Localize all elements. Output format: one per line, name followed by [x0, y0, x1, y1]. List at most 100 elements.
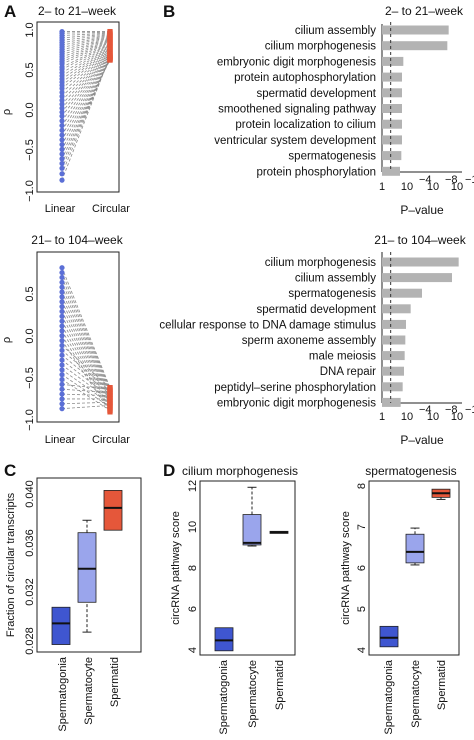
category-label: embryonic digit morphogenesis: [217, 397, 376, 409]
linear-point: [59, 141, 65, 148]
panel-b-bottom-marks: cilium morphogenesis cilium assembly sperm…: [159, 252, 459, 409]
panel-b-top-xtick: 10: [451, 181, 463, 193]
panel-a-bottom-ytick: −1.0: [24, 409, 36, 431]
panel-b-top-xtick-labels: 1 10 −4 10 −8 10 −12: [379, 174, 474, 193]
panel-c: Fraction of circular transcripts 0.028 0…: [5, 477, 142, 732]
panel-b-top-xtick: 10: [401, 181, 413, 193]
linear-point: [59, 396, 65, 402]
panel-b-top-xtick: 10: [427, 181, 439, 193]
pair-line: [61, 52, 111, 109]
pair-line: [61, 50, 111, 97]
pair-line: [61, 34, 111, 41]
panel-d-right-xtick: Spermatid: [436, 660, 448, 710]
pair-line: [61, 56, 111, 131]
linear-point: [59, 274, 65, 281]
pair-line: [61, 55, 111, 122]
panel-a-bottom-ytick: 0.5: [24, 286, 36, 301]
pair-line: [61, 33, 111, 39]
category-label: spermatid development: [256, 304, 376, 316]
panel-a-top-xtick-circular: Circular: [92, 203, 130, 215]
panel-c-marks: [51, 490, 123, 645]
panel-a-bottom-title: 21– to 104–week: [31, 233, 123, 247]
panel-label-d: D: [163, 461, 175, 480]
pair-line: [61, 383, 111, 390]
linear-point: [59, 357, 65, 363]
linear-point: [59, 93, 65, 99]
pair-line: [61, 48, 111, 89]
panel-d-left-ytick: 10: [187, 521, 199, 533]
pvalue-bar: [382, 135, 402, 145]
pair-line: [61, 31, 111, 34]
pair-line: [61, 405, 111, 410]
panel-label-c: C: [4, 461, 16, 480]
box: [379, 625, 399, 648]
pair-line: [61, 49, 111, 93]
pair-line: [61, 388, 111, 393]
panel-a-top-ytick: 0.0: [24, 102, 36, 117]
panel-d-right-xtick: Spermatocyte: [410, 660, 422, 728]
pair-line: [61, 43, 111, 70]
category-label: cilium morphogenesis: [265, 41, 376, 53]
category-label: protein autophosphorylation: [234, 72, 376, 84]
category-label: cilium morphogenesis: [265, 257, 376, 269]
box: [214, 627, 234, 652]
panel-d-left-xtick-labels: Spermatogonia Spermatocyte Spermatid: [218, 659, 286, 734]
panel-b-bottom-xlabel: P–value: [400, 433, 444, 447]
circular-point: [107, 393, 113, 399]
panel-a-top-ytick: −1.0: [24, 180, 36, 202]
pvalue-bar: [382, 257, 459, 267]
panel-d-left-ytick: 6: [187, 606, 199, 612]
category-label: spermatogenesis: [288, 151, 376, 163]
pair-line: [61, 354, 111, 395]
pair-line: [61, 35, 111, 46]
category-label: ventricular system development: [214, 135, 377, 147]
circular-point: [107, 407, 113, 413]
pair-line: [61, 38, 111, 53]
linear-point: [59, 318, 65, 324]
panel-b-top-marks: cilium assembly cilium morphogenesis embry…: [214, 22, 449, 178]
panel-b-top-xtick: 1: [379, 181, 385, 193]
category-label: sperm axoneme assembly: [242, 335, 376, 347]
category-label: embryonic digit morphogenesis: [217, 56, 376, 68]
linear-point: [59, 109, 65, 115]
pvalue-bar: [382, 166, 400, 176]
panel-d-right-xtick: Spermatogonia: [383, 659, 395, 734]
linear-point: [59, 376, 65, 383]
pair-line: [61, 57, 111, 136]
pvalue-bar: [382, 319, 406, 329]
pair-line: [61, 37, 111, 51]
panel-b-bottom-xtick: 1: [379, 411, 385, 423]
panel-a-top-frame: [36, 21, 120, 193]
panel-a-bottom-ytick: −0.5: [24, 367, 36, 389]
pvalue-bar: [382, 88, 402, 98]
circular-point: [107, 53, 113, 59]
pvalue-bar: [382, 25, 449, 35]
pair-line: [61, 291, 111, 396]
linear-point: [59, 289, 65, 295]
panel-a-bottom: 21– to 104–week ρ −1.0 −0.5 0.0 0.5 Line…: [1, 233, 130, 446]
panel-b-bottom-xtick: 10: [427, 411, 439, 423]
panel-d-right-frame: [368, 480, 460, 656]
panel-b-top-xlabel: P–value: [400, 203, 444, 217]
panel-c-ytick-labels: 0.028 0.032 0.036 0.040: [24, 480, 36, 655]
linear-point: [59, 284, 65, 290]
circular-point: [107, 396, 113, 402]
panel-b-bottom-xtick: 10: [451, 411, 463, 423]
panel-d-left-ytick: 12: [187, 480, 199, 492]
pair-line: [61, 54, 111, 117]
panel-b-bottom-xtick: −8: [445, 404, 458, 416]
pair-line: [61, 55, 111, 181]
category-label: cilium assembly: [295, 273, 376, 285]
panel-a-bottom-frame: [36, 251, 120, 423]
panel-label-a: A: [4, 2, 16, 21]
linear-point: [59, 279, 65, 285]
panel-c-ylabel: Fraction of circular transcripts: [5, 492, 17, 637]
linear-point: [59, 391, 65, 397]
panel-d-left-frame: [199, 480, 296, 656]
panel-b-bottom-title: 21– to 104–week: [374, 233, 466, 247]
pvalue-bar: [382, 72, 402, 82]
pvalue-bar: [382, 104, 402, 113]
panel-a-top-ytick: −0.5: [24, 139, 36, 161]
pair-line: [61, 36, 111, 48]
panel-c-frame: [36, 477, 142, 653]
